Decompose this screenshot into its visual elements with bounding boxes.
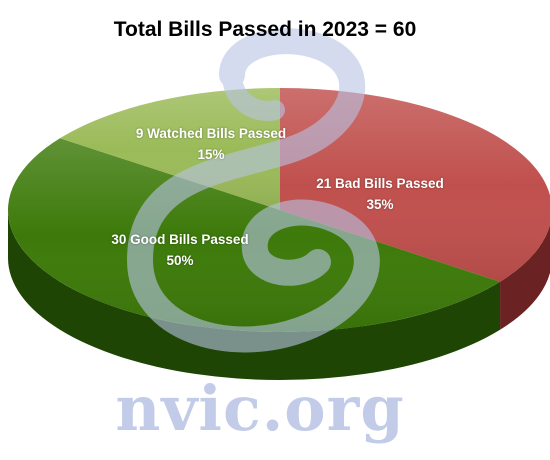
pie-slice-bad-gloss — [280, 88, 550, 282]
watermark-swirl — [126, 28, 380, 353]
watermark-text: nvic.org — [115, 372, 405, 445]
slice-label-bad: 21 Bad Bills Passed 35% — [300, 173, 460, 215]
pie-sides — [8, 210, 550, 380]
slice-label-good-text: 30 Good Bills Passed — [111, 232, 249, 247]
pie-side-bad — [500, 224, 550, 330]
slice-label-watched-percent: 15% — [197, 147, 225, 162]
slice-label-watched: 9 Watched Bills Passed 15% — [126, 123, 296, 165]
slice-label-watched-text: 9 Watched Bills Passed — [135, 126, 287, 141]
watermark-logo — [126, 28, 380, 353]
pie-side-good — [8, 210, 501, 380]
slice-label-good: 30 Good Bills Passed 50% — [100, 229, 260, 271]
slice-label-bad-percent: 35% — [366, 197, 394, 212]
slice-label-bad-text: 21 Bad Bills Passed — [316, 176, 444, 191]
slice-label-good-percent: 50% — [166, 253, 194, 268]
chart-title: Total Bills Passed in 2023 = 60 — [113, 18, 417, 41]
watermark-swirl-tail — [222, 65, 285, 121]
